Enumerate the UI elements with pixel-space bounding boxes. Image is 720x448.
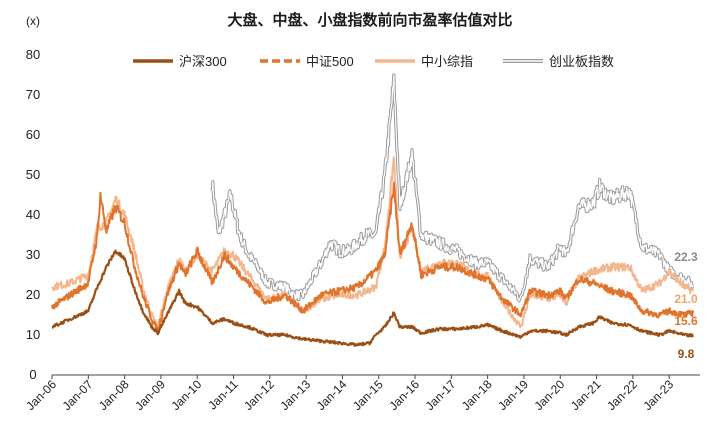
x-tick-label: Jan-13 xyxy=(277,377,313,413)
end-labels: 9.8 15.6 21.0 22.3 xyxy=(674,250,698,361)
x-tick-label: Jan-20 xyxy=(532,377,568,413)
series-layer xyxy=(51,73,695,347)
y-unit-label: (x) xyxy=(26,14,40,28)
end-value-label: 9.8 xyxy=(678,347,695,361)
end-value-label: 21.0 xyxy=(674,292,698,306)
x-tick-label: Jan-12 xyxy=(241,377,277,413)
x-tick-label: Jan-19 xyxy=(495,377,531,413)
legend-label: 中证500 xyxy=(306,54,354,69)
x-tick-label: Jan-18 xyxy=(459,377,495,413)
x-tick-label: Jan-22 xyxy=(604,377,640,413)
y-axis: 0 10 20 30 40 50 60 70 80 xyxy=(26,47,40,382)
legend-label: 创业板指数 xyxy=(549,54,614,69)
x-tick-label: Jan-08 xyxy=(96,377,132,413)
x-axis: Jan-06 Jan-07 Jan-08 Jan-09 Jan-10 Jan-11 Jan-… xyxy=(23,374,700,413)
x-tick-label: Jan-14 xyxy=(314,377,350,413)
legend-label: 沪深300 xyxy=(179,54,227,69)
y-tick-label: 80 xyxy=(26,47,40,62)
y-tick-label: 50 xyxy=(26,167,40,182)
y-tick-label: 30 xyxy=(26,247,40,262)
y-tick-label: 60 xyxy=(26,127,40,142)
series-line-chinext-inner xyxy=(211,74,694,302)
x-tick-label: Jan-15 xyxy=(350,377,386,413)
x-tick-label: Jan-23 xyxy=(640,377,676,413)
y-tick-label: 10 xyxy=(26,327,40,342)
y-tick-label: 0 xyxy=(29,367,36,382)
legend-label: 中小综指 xyxy=(421,54,473,69)
legend: 沪深300 中证500 中小综指 创业板指数 xyxy=(133,54,614,69)
x-tick-label: Jan-10 xyxy=(168,377,204,413)
y-tick-label: 40 xyxy=(26,207,40,222)
x-tick-label: Jan-11 xyxy=(205,377,240,412)
x-tick-label: Jan-21 xyxy=(568,377,604,413)
series-line-csi500 xyxy=(51,181,695,334)
end-value-label: 22.3 xyxy=(674,250,698,264)
x-tick-label: Jan-06 xyxy=(23,377,59,413)
x-tick-label: Jan-17 xyxy=(423,377,459,413)
y-tick-label: 70 xyxy=(26,87,40,102)
series-line-sme xyxy=(51,156,695,329)
chart-title: 大盘、中盘、小盘指数前向市盈率估值对比 xyxy=(227,11,512,29)
y-tick-label: 20 xyxy=(26,287,40,302)
end-value-label: 15.6 xyxy=(674,314,698,328)
x-tick-label: Jan-09 xyxy=(132,377,168,413)
x-tick-label: Jan-16 xyxy=(386,377,422,413)
series-line-csi300 xyxy=(51,249,694,347)
x-tick-label: Jan-07 xyxy=(60,377,96,413)
